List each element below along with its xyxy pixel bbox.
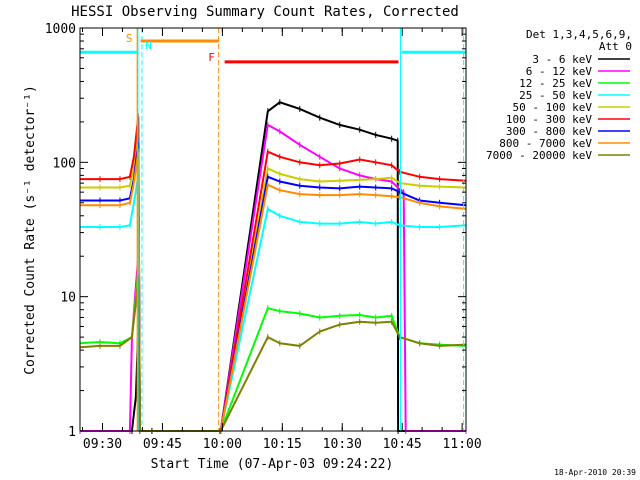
- annotation-s: S: [126, 32, 133, 45]
- x-tick-label: 10:15: [263, 437, 302, 452]
- legend-label: 100 - 300 keV: [506, 113, 592, 126]
- x-tick-label: 09:45: [143, 437, 182, 452]
- y-tick-label: 100: [53, 156, 76, 171]
- legend-label: 6 - 12 keV: [526, 65, 593, 78]
- x-tick-label: 11:00: [443, 437, 482, 452]
- legend-label: 3 - 6 keV: [532, 53, 592, 66]
- y-tick-label: 1000: [45, 22, 76, 37]
- annotation-f: F: [208, 51, 215, 64]
- plot-frame: [79, 27, 467, 432]
- legend-label: 50 - 100 keV: [513, 101, 593, 114]
- y-axis-label: Corrected Count Rate (s⁻¹ detector⁻¹): [23, 85, 38, 375]
- overlay-layer: SN F: [80, 28, 466, 431]
- x-tick-label: 09:30: [83, 437, 122, 452]
- x-tick-label: 10:30: [323, 437, 362, 452]
- legend-header-line-1: Det 1,3,4,5,6,9,: [526, 28, 632, 41]
- legend-label: 800 - 7000 keV: [499, 137, 592, 150]
- axis-layer: 09:30 09:45 10:00 10:15 10:30 10:45 11:00 1 10 10…: [45, 22, 482, 452]
- legend-header-line-2: Att 0: [599, 40, 632, 53]
- footer-timestamp: 18-Apr-2010 20:39: [554, 468, 636, 477]
- legend-label: 12 - 25 keV: [519, 77, 592, 90]
- legend-label: 7000 - 20000 keV: [486, 149, 592, 162]
- x-tick-label: 10:00: [203, 437, 242, 452]
- y-tick-label: 1: [68, 425, 76, 440]
- x-tick-label: 10:45: [383, 437, 422, 452]
- legend-label: 25 - 50 keV: [519, 89, 592, 102]
- y-tick-label: 10: [60, 291, 76, 306]
- annotation-n: N: [145, 39, 152, 52]
- legend-label: 300 - 800 keV: [506, 125, 592, 138]
- chart-title: HESSI Observing Summary Count Rates, Cor…: [71, 4, 459, 20]
- series-layer: [79, 99, 467, 434]
- x-axis-label: Start Time (07-Apr-03 09:24:22): [151, 457, 394, 472]
